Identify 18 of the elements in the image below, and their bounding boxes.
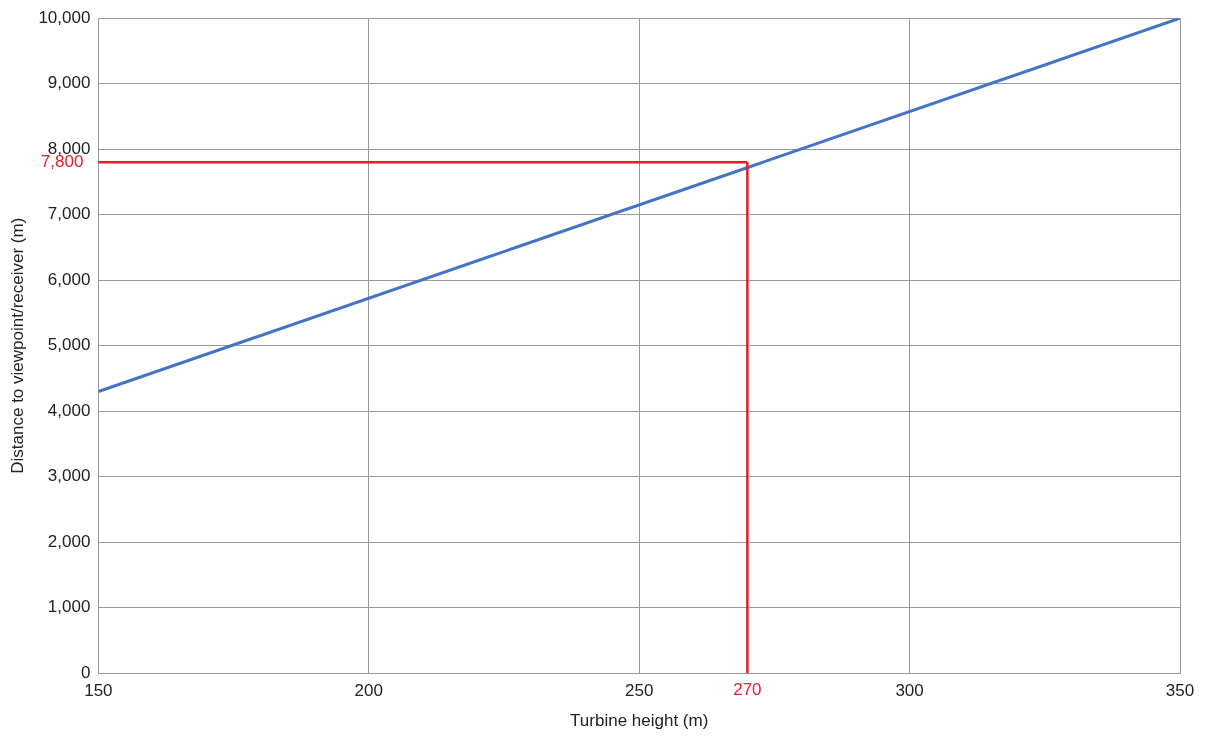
y-tick-label: 10,000 xyxy=(38,7,91,27)
y-axis-title: Distance to viewpoint/receiver (m) xyxy=(7,217,27,474)
y-tick-label: 5,000 xyxy=(47,335,91,355)
ref-line-label: 270 xyxy=(733,680,762,700)
y-tick-label: 9,000 xyxy=(47,73,91,93)
y-tick-label: 0 xyxy=(80,662,91,682)
x-tick-label: 200 xyxy=(354,681,383,701)
x-tick-label: 300 xyxy=(895,681,924,701)
y-tick-label: 1,000 xyxy=(47,597,91,617)
y-tick-label: 2,000 xyxy=(47,531,91,551)
x-tick-label: 150 xyxy=(84,681,113,701)
x-tick-label: 250 xyxy=(625,681,654,701)
y-tick-label: 6,000 xyxy=(47,269,91,289)
x-axis-title: Turbine height (m) xyxy=(570,711,709,731)
x-tick-label: 350 xyxy=(1165,681,1195,701)
y-tick-label: 3,000 xyxy=(47,466,91,486)
y-tick-label: 7,000 xyxy=(47,204,91,224)
y-tick-label: 4,000 xyxy=(47,400,91,420)
